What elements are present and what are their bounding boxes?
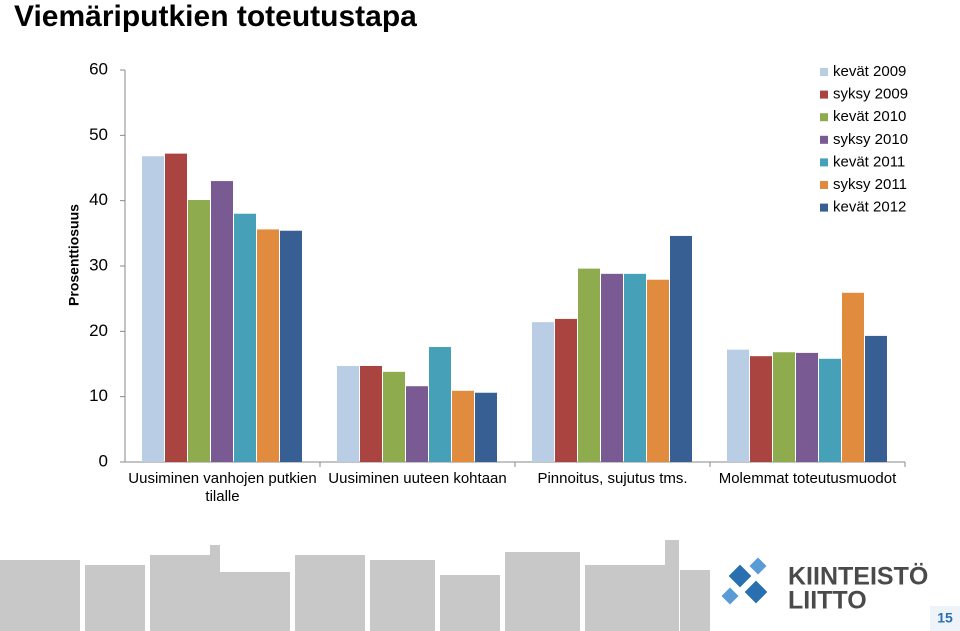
legend-swatch bbox=[820, 90, 828, 99]
skyline bbox=[0, 540, 710, 631]
bar bbox=[360, 365, 382, 462]
legend-label: kevät 2011 bbox=[833, 153, 905, 170]
bar bbox=[578, 268, 600, 462]
bar bbox=[383, 371, 405, 462]
bar bbox=[624, 273, 646, 462]
legend-swatch bbox=[820, 203, 828, 212]
y-tick-label: 30 bbox=[89, 255, 108, 274]
x-tick-label: Molemmat toteutusmuodot bbox=[718, 470, 897, 487]
y-tick-label: 20 bbox=[89, 321, 108, 340]
legend-label: syksy 2010 bbox=[833, 131, 908, 148]
bar bbox=[429, 347, 451, 462]
legend-swatch bbox=[820, 135, 828, 144]
slide-title: Viemäriputkien toteutustapa bbox=[14, 0, 417, 33]
y-axis-label: Prosenttiosuus bbox=[66, 204, 82, 306]
bar bbox=[796, 352, 818, 462]
page-number: 15 bbox=[937, 610, 953, 626]
logo-line1: KIINTEISTÖ bbox=[788, 562, 928, 591]
legend-label: kevät 2012 bbox=[833, 199, 906, 216]
bar bbox=[452, 390, 474, 462]
legend-label: kevät 2010 bbox=[833, 108, 906, 125]
bar bbox=[819, 358, 841, 462]
y-tick-label: 60 bbox=[89, 59, 108, 78]
bar bbox=[773, 352, 795, 462]
bar bbox=[257, 229, 279, 462]
bar bbox=[532, 322, 554, 462]
logo-line2: LIITTO bbox=[788, 587, 867, 615]
legend-label: syksy 2009 bbox=[833, 86, 908, 103]
x-tick-label: Pinnoitus, sujutus tms. bbox=[537, 470, 688, 487]
bar bbox=[555, 318, 577, 462]
legend-label: kevät 2009 bbox=[833, 63, 906, 80]
legend-swatch bbox=[820, 113, 828, 122]
bar bbox=[727, 349, 749, 462]
legend-swatch bbox=[820, 68, 828, 76]
bar bbox=[280, 230, 302, 462]
bar bbox=[475, 392, 497, 462]
y-tick-label: 50 bbox=[89, 125, 108, 144]
bar bbox=[165, 153, 187, 463]
bar bbox=[234, 213, 256, 462]
bar bbox=[211, 181, 233, 463]
bar bbox=[865, 335, 887, 462]
bar bbox=[647, 279, 669, 462]
bar bbox=[670, 235, 692, 462]
y-tick-label: 0 bbox=[99, 451, 108, 470]
legend-swatch bbox=[820, 158, 828, 167]
x-tick-label: Uusiminen uuteen kohtaan bbox=[328, 470, 507, 487]
bar bbox=[842, 292, 864, 462]
legend-swatch bbox=[820, 181, 828, 189]
bar bbox=[750, 356, 772, 462]
bar bbox=[406, 386, 428, 462]
x-tick-label: Uusiminen vanhojen putkien tilalle bbox=[128, 470, 317, 505]
page-number-box bbox=[930, 606, 960, 631]
bar bbox=[142, 156, 164, 463]
bar bbox=[188, 200, 210, 462]
logo-mark bbox=[721, 557, 768, 605]
legend-label: syksy 2011 bbox=[833, 176, 907, 193]
y-tick-label: 10 bbox=[89, 386, 108, 405]
y-tick-label: 40 bbox=[89, 190, 108, 209]
bar bbox=[337, 365, 359, 462]
bar bbox=[601, 273, 623, 462]
